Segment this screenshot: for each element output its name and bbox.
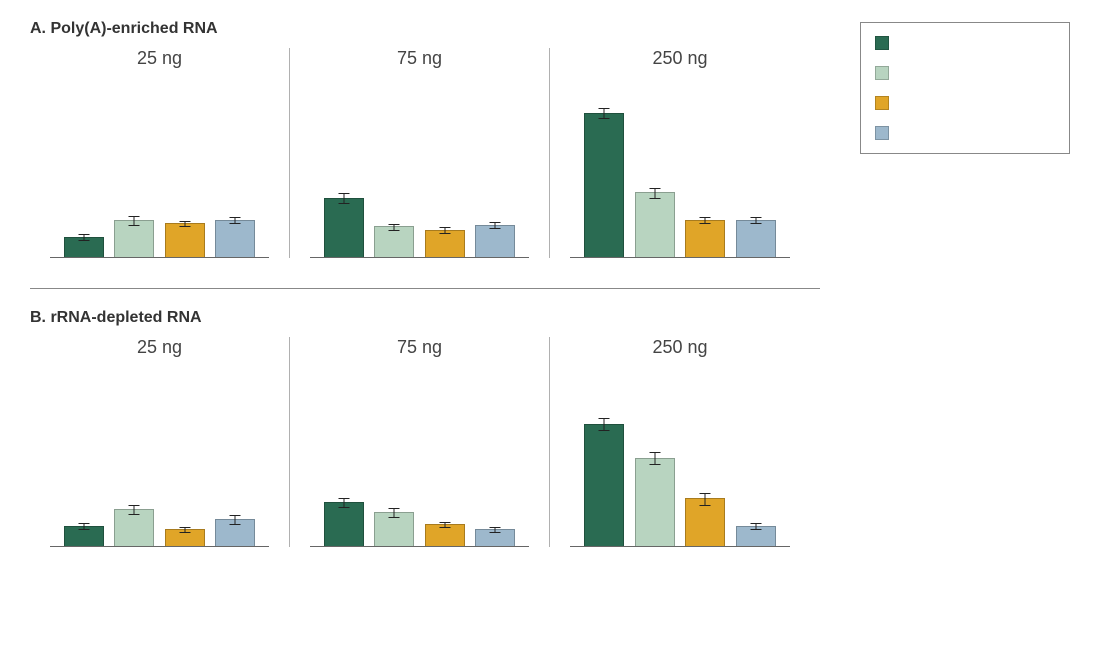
- x-axis: [50, 546, 269, 547]
- subplot-label: 75 ng: [290, 337, 549, 358]
- bar: [425, 230, 465, 257]
- bars-container: [320, 376, 519, 546]
- bars-container: [580, 376, 780, 546]
- error-bar: [444, 227, 445, 234]
- x-axis: [570, 546, 790, 547]
- bars-container: [580, 87, 780, 257]
- bar: [215, 220, 255, 257]
- panel-divider: [30, 288, 820, 289]
- bar: [374, 226, 414, 257]
- bar: [324, 502, 364, 546]
- subplot: 75 ng: [290, 48, 550, 258]
- subplot: 250 ng: [550, 48, 810, 258]
- bar: [165, 223, 205, 257]
- legend-box: [860, 22, 1070, 154]
- error-bar: [705, 493, 706, 507]
- error-bar: [755, 523, 756, 530]
- subplot: 25 ng: [30, 337, 290, 547]
- error-bar: [184, 527, 185, 534]
- bar: [215, 519, 255, 546]
- bar: [64, 526, 104, 546]
- error-bar: [654, 452, 655, 466]
- subplot-label: 75 ng: [290, 48, 549, 69]
- error-bar: [234, 515, 235, 525]
- legend-swatch: [875, 126, 889, 140]
- error-bar: [444, 522, 445, 529]
- subplot-label: 25 ng: [30, 337, 289, 358]
- bars-container: [320, 87, 519, 257]
- bar: [425, 524, 465, 546]
- error-bar: [234, 217, 235, 224]
- error-bar: [394, 224, 395, 231]
- error-bar: [494, 222, 495, 229]
- bar: [165, 529, 205, 546]
- error-bar: [84, 523, 85, 530]
- error-bar: [604, 108, 605, 118]
- bar: [584, 424, 624, 546]
- legend-swatch: [875, 96, 889, 110]
- bar: [736, 220, 776, 257]
- error-bar: [134, 505, 135, 515]
- legend-swatch: [875, 36, 889, 50]
- subplot-label: 250 ng: [550, 337, 810, 358]
- bar: [324, 198, 364, 258]
- subplot-label: 25 ng: [30, 48, 289, 69]
- bar: [685, 220, 725, 257]
- error-bar: [654, 188, 655, 198]
- bar: [475, 225, 515, 257]
- legend-swatch: [875, 66, 889, 80]
- error-bar: [755, 217, 756, 224]
- x-axis: [50, 257, 269, 258]
- bar: [114, 220, 154, 257]
- legend-item: [875, 65, 1055, 81]
- error-bar: [344, 498, 345, 508]
- subplot: 25 ng: [30, 48, 290, 258]
- legend-item: [875, 125, 1055, 141]
- error-bar: [494, 527, 495, 534]
- bar: [736, 526, 776, 546]
- panel-b-title: B. rRNA-depleted RNA: [30, 309, 1080, 327]
- panel-b-row: 25 ng75 ng250 ng: [30, 337, 1080, 547]
- error-bar: [134, 216, 135, 226]
- bar: [114, 509, 154, 546]
- x-axis: [310, 257, 529, 258]
- subplot-label: 250 ng: [550, 48, 810, 69]
- error-bar: [604, 418, 605, 432]
- bars-container: [60, 87, 259, 257]
- legend-item: [875, 35, 1055, 51]
- bar: [685, 498, 725, 546]
- x-axis: [570, 257, 790, 258]
- x-axis: [310, 546, 529, 547]
- bar: [475, 529, 515, 546]
- bar: [64, 237, 104, 257]
- bar: [584, 113, 624, 258]
- bar: [374, 512, 414, 546]
- legend-item: [875, 95, 1055, 111]
- error-bar: [184, 221, 185, 228]
- subplot: 250 ng: [550, 337, 810, 547]
- error-bar: [394, 508, 395, 518]
- bar: [635, 458, 675, 546]
- error-bar: [344, 193, 345, 203]
- bars-container: [60, 376, 259, 546]
- error-bar: [705, 217, 706, 224]
- subplot: 75 ng: [290, 337, 550, 547]
- error-bar: [84, 234, 85, 241]
- bar: [635, 192, 675, 257]
